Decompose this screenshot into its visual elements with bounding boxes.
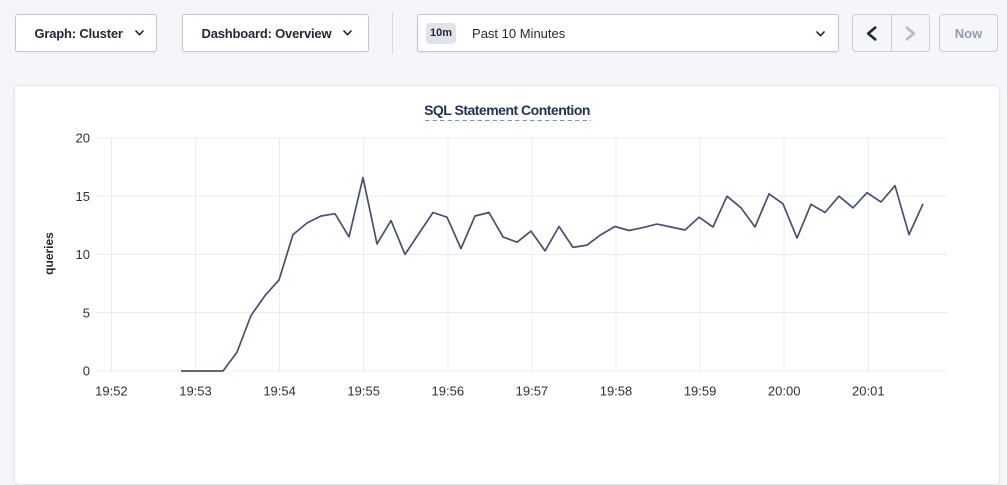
svg-text:19:57: 19:57 xyxy=(516,384,549,399)
svg-text:19:55: 19:55 xyxy=(347,384,380,399)
svg-text:10: 10 xyxy=(76,247,90,262)
svg-text:19:54: 19:54 xyxy=(263,384,296,399)
svg-text:19:53: 19:53 xyxy=(179,384,212,399)
svg-text:19:52: 19:52 xyxy=(95,384,128,399)
svg-text:20:01: 20:01 xyxy=(852,384,885,399)
svg-text:19:58: 19:58 xyxy=(600,384,633,399)
svg-text:0: 0 xyxy=(83,364,90,379)
svg-text:19:56: 19:56 xyxy=(432,384,465,399)
svg-text:5: 5 xyxy=(83,305,90,320)
svg-text:20:00: 20:00 xyxy=(768,384,801,399)
svg-text:15: 15 xyxy=(76,189,90,204)
svg-text:20: 20 xyxy=(76,131,90,146)
svg-text:19:59: 19:59 xyxy=(684,384,717,399)
